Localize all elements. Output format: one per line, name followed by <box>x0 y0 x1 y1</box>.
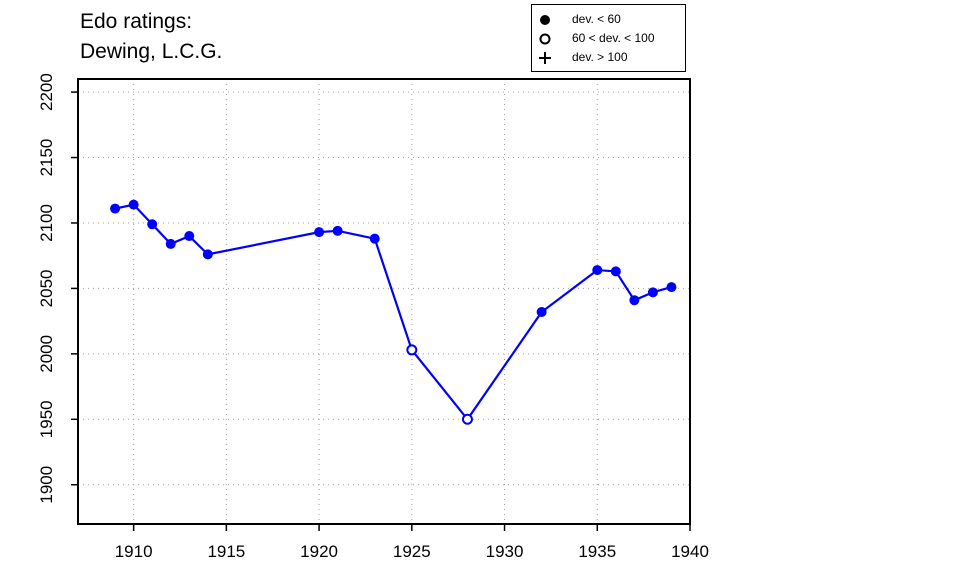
data-point <box>536 306 547 317</box>
x-tick-label: 1910 <box>115 542 153 561</box>
data-point <box>184 231 195 242</box>
data-point <box>592 265 603 276</box>
data-point <box>147 219 158 230</box>
x-tick-label: 1920 <box>300 542 338 561</box>
data-point <box>610 266 621 277</box>
x-tick-label: 1930 <box>486 542 524 561</box>
legend: dev. < 60 60 < dev. < 100 dev. > 100 <box>531 4 686 72</box>
series-line <box>114 203 672 422</box>
data-point <box>666 282 677 293</box>
y-tick-label: 2150 <box>37 139 56 177</box>
data-point <box>629 295 640 306</box>
open-circle-icon <box>539 33 551 45</box>
data-point <box>647 287 658 298</box>
legend-item-filled: dev. < 60 <box>532 11 685 29</box>
x-tick-label: 1915 <box>207 542 245 561</box>
legend-label: dev. < 60 <box>572 12 621 26</box>
plus-icon <box>539 52 551 64</box>
data-point <box>110 203 121 214</box>
data-point <box>202 249 213 260</box>
filled-circle-icon <box>540 15 550 25</box>
data-point <box>332 225 343 236</box>
x-tick-label: 1940 <box>671 542 709 561</box>
x-tick-label: 1935 <box>578 542 616 561</box>
y-tick-label: 2200 <box>37 73 56 111</box>
y-tick-label: 2100 <box>37 204 56 242</box>
plot-frame <box>77 78 691 525</box>
data-point-open <box>461 413 473 425</box>
y-tick-label: 1950 <box>37 400 56 438</box>
y-tick-label: 1900 <box>37 466 56 504</box>
legend-item-plus: dev. > 100 <box>532 49 685 67</box>
data-point <box>369 233 380 244</box>
y-tick-label: 2000 <box>37 335 56 373</box>
legend-label: 60 < dev. < 100 <box>572 31 655 45</box>
data-point-open <box>406 344 418 356</box>
chart-title-line2: Dewing, L.C.G. <box>80 40 223 63</box>
data-point <box>314 227 325 238</box>
data-point <box>128 199 139 210</box>
y-tick-label: 2050 <box>37 269 56 307</box>
data-point <box>165 238 176 249</box>
legend-label: dev. > 100 <box>572 50 628 64</box>
legend-item-open: 60 < dev. < 100 <box>532 30 685 48</box>
x-tick-label: 1925 <box>393 542 431 561</box>
chart-title-line1: Edo ratings: <box>80 10 193 33</box>
